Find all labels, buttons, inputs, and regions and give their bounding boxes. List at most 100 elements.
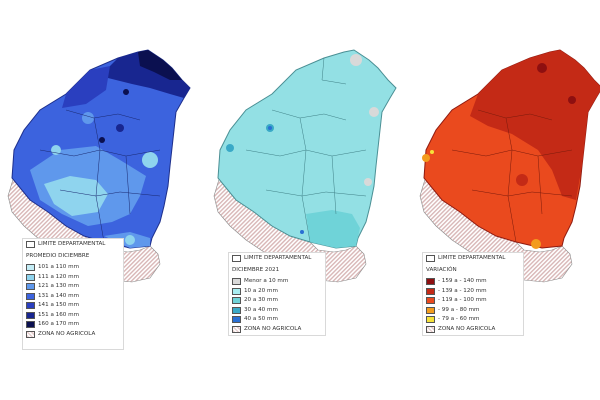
variation-spot bbox=[422, 154, 430, 162]
legend-entry-label: 121 a 130 mm bbox=[38, 283, 80, 289]
legend-swatch bbox=[232, 325, 241, 333]
legend-swatch bbox=[26, 302, 35, 309]
legend-limit-row: LIMITE DEPARTAMENTAL bbox=[232, 254, 311, 263]
legend-entry-label: - 79 a - 60 mm bbox=[438, 316, 480, 322]
limit-swatch bbox=[232, 255, 241, 262]
legend-swatch bbox=[26, 321, 35, 328]
zone-160-170 bbox=[138, 50, 182, 80]
legend-title: DICIEMBRE 2021 bbox=[232, 267, 280, 273]
legend-entry: 141 a 150 mm bbox=[26, 301, 79, 310]
legend-entry: 10 a 20 mm bbox=[232, 287, 278, 296]
legend-entry-label: 40 a 50 mm bbox=[244, 316, 278, 322]
rain-spot bbox=[123, 89, 129, 95]
legend-diciembre2021: LIMITE DEPARTAMENTAL DICIEMBRE 2021 Meno… bbox=[228, 252, 326, 336]
legend-swatch bbox=[232, 306, 241, 314]
legend-entry: ZONA NO AGRICOLA bbox=[232, 325, 301, 334]
legend-entry: - 159 a - 140 mm bbox=[426, 277, 487, 286]
legend-entry-label: 20 a 30 mm bbox=[244, 297, 278, 303]
zone-141-150 bbox=[62, 66, 110, 108]
legend-entry-label: 30 a 40 mm bbox=[244, 306, 278, 313]
legend-swatch bbox=[232, 316, 241, 323]
legend-entry: 111 a 120 mm bbox=[26, 273, 79, 282]
legend-swatch bbox=[26, 292, 35, 300]
rain-spot bbox=[142, 152, 158, 168]
limit-label: LIMITE DEPARTAMENTAL bbox=[244, 255, 312, 261]
zone-139-120 bbox=[470, 50, 600, 200]
limit-label: LIMITE DEPARTAMENTAL bbox=[438, 255, 506, 261]
limit-swatch bbox=[426, 255, 435, 262]
dry-spot bbox=[369, 107, 379, 117]
legend-entry: 101 a 110 mm bbox=[26, 263, 79, 272]
legend-swatch bbox=[426, 316, 435, 323]
legend-entry: 160 a 170 mm bbox=[26, 320, 79, 329]
variation-spot bbox=[531, 239, 541, 249]
legend-entry: Menor a 10 mm bbox=[232, 277, 288, 286]
legend-entry: 121 a 130 mm bbox=[26, 282, 79, 291]
legend-swatch bbox=[426, 306, 435, 314]
legend-entry-label: - 139 a - 120 mm bbox=[438, 287, 487, 294]
variation-spot bbox=[568, 96, 576, 104]
legend-entry: 151 a 160 mm bbox=[26, 311, 79, 320]
legend-entry: - 79 a - 60 mm bbox=[426, 315, 480, 324]
legend-entry-label: - 99 a - 80 mm bbox=[438, 306, 480, 313]
zone-20-30 bbox=[306, 210, 360, 248]
legend-entry-label: 111 a 120 mm bbox=[38, 273, 80, 280]
map-promedio bbox=[7, 49, 191, 283]
legend-entry-label: 160 a 170 mm bbox=[38, 321, 80, 327]
rain-spot bbox=[82, 112, 94, 124]
legend-entry-label: 10 a 20 mm bbox=[244, 287, 278, 294]
legend-swatch bbox=[26, 283, 35, 290]
legend-title: PROMEDIO DICIEMBRE bbox=[26, 253, 90, 259]
legend-entry: - 139 a - 120 mm bbox=[426, 287, 487, 296]
dry-spot bbox=[364, 178, 372, 186]
legend-entry-label: - 119 a - 100 mm bbox=[438, 297, 487, 303]
map-variacion bbox=[419, 49, 600, 283]
legend-entry: 131 a 140 mm bbox=[26, 292, 79, 301]
legend-limit-row: LIMITE DEPARTAMENTAL bbox=[426, 254, 505, 263]
legend-entry: 40 a 50 mm bbox=[232, 315, 278, 324]
legend-entry: ZONA NO AGRICOLA bbox=[426, 325, 495, 334]
legend-entry: ZONA NO AGRICOLA bbox=[26, 330, 95, 339]
rain-spot bbox=[125, 235, 135, 245]
legend-swatch bbox=[426, 287, 435, 295]
map-diciembre2021 bbox=[213, 49, 397, 283]
limit-swatch bbox=[26, 241, 35, 248]
legend-swatch bbox=[26, 311, 35, 319]
legend-variacion: LIMITE DEPARTAMENTAL VARIACIÓN - 159 a -… bbox=[422, 252, 524, 336]
legend-entry-label: ZONA NO AGRICOLA bbox=[438, 325, 496, 332]
variation-spot bbox=[537, 63, 547, 73]
variation-spot bbox=[516, 174, 528, 186]
legend-swatch bbox=[426, 297, 435, 304]
zone-151-160 bbox=[100, 50, 190, 98]
legend-swatch bbox=[26, 330, 35, 338]
legend-entry: - 99 a - 80 mm bbox=[426, 306, 480, 315]
rain-spot bbox=[116, 124, 124, 132]
rain-spot bbox=[99, 137, 105, 143]
legend-entry-label: 131 a 140 mm bbox=[38, 292, 80, 299]
legend-entry: 30 a 40 mm bbox=[232, 306, 278, 315]
rain-spot bbox=[268, 126, 272, 130]
dry-spot bbox=[350, 54, 362, 66]
department-limits bbox=[39, 109, 161, 243]
legend-swatch bbox=[26, 264, 35, 271]
department-limits bbox=[245, 57, 367, 243]
legend-entry-label: 101 a 110 mm bbox=[38, 264, 80, 270]
legend-entry: - 119 a - 100 mm bbox=[426, 296, 487, 305]
legend-entry-label: Menor a 10 mm bbox=[244, 278, 289, 284]
legend-swatch bbox=[426, 278, 435, 285]
legend-entry-label: ZONA NO AGRICOLA bbox=[38, 330, 96, 337]
rain-spot bbox=[300, 230, 304, 234]
rain-spot bbox=[226, 144, 234, 152]
legend-swatch bbox=[26, 273, 35, 281]
legend-swatch bbox=[426, 325, 435, 333]
department-limits bbox=[451, 109, 573, 243]
variation-spot bbox=[430, 150, 434, 154]
legend-promedio: LIMITE DEPARTAMENTAL PROMEDIO DICIEMBRE … bbox=[22, 238, 124, 350]
zone-111-120 bbox=[44, 176, 108, 216]
legend-swatch bbox=[232, 297, 241, 304]
legend-entry-label: - 159 a - 140 mm bbox=[438, 278, 487, 284]
legend-entry: 20 a 30 mm bbox=[232, 296, 278, 305]
legend-entry-label: ZONA NO AGRICOLA bbox=[244, 325, 302, 332]
legend-title: VARIACIÓN bbox=[426, 267, 457, 273]
